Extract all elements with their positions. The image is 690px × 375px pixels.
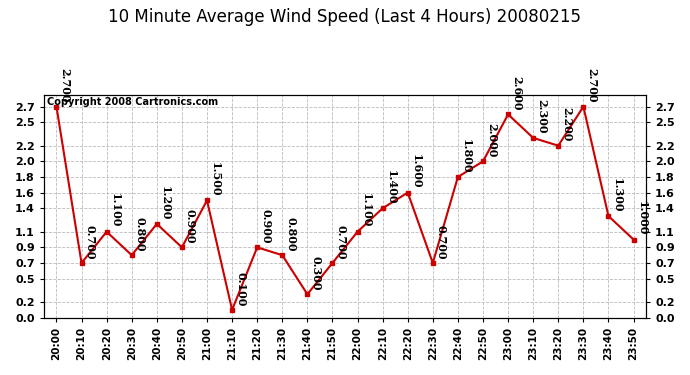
Text: 0.900: 0.900 bbox=[185, 209, 196, 243]
Text: 1.400: 1.400 bbox=[386, 170, 397, 204]
Text: 2.000: 2.000 bbox=[486, 123, 497, 158]
Text: 0.800: 0.800 bbox=[285, 217, 296, 251]
Text: 1.300: 1.300 bbox=[611, 178, 622, 212]
Text: 0.700: 0.700 bbox=[335, 225, 346, 259]
Text: 0.100: 0.100 bbox=[235, 272, 246, 306]
Text: 1.600: 1.600 bbox=[411, 154, 422, 189]
Text: Copyright 2008 Cartronics.com: Copyright 2008 Cartronics.com bbox=[47, 97, 218, 107]
Text: 2.700: 2.700 bbox=[59, 68, 70, 103]
Text: 0.300: 0.300 bbox=[310, 256, 322, 290]
Text: 2.300: 2.300 bbox=[536, 99, 547, 134]
Text: 1.000: 1.000 bbox=[637, 201, 647, 236]
Text: 0.700: 0.700 bbox=[436, 225, 447, 259]
Text: 2.600: 2.600 bbox=[511, 76, 522, 111]
Text: 2.700: 2.700 bbox=[586, 68, 598, 103]
Text: 0.700: 0.700 bbox=[85, 225, 95, 259]
Text: 1.800: 1.800 bbox=[461, 139, 472, 173]
Text: 1.100: 1.100 bbox=[110, 194, 121, 228]
Text: 10 Minute Average Wind Speed (Last 4 Hours) 20080215: 10 Minute Average Wind Speed (Last 4 Hou… bbox=[108, 8, 582, 26]
Text: 2.200: 2.200 bbox=[561, 107, 572, 142]
Text: 1.500: 1.500 bbox=[210, 162, 221, 196]
Text: 0.800: 0.800 bbox=[135, 217, 146, 251]
Text: 0.900: 0.900 bbox=[260, 209, 271, 243]
Text: 1.200: 1.200 bbox=[160, 186, 171, 220]
Text: 1.100: 1.100 bbox=[361, 194, 371, 228]
